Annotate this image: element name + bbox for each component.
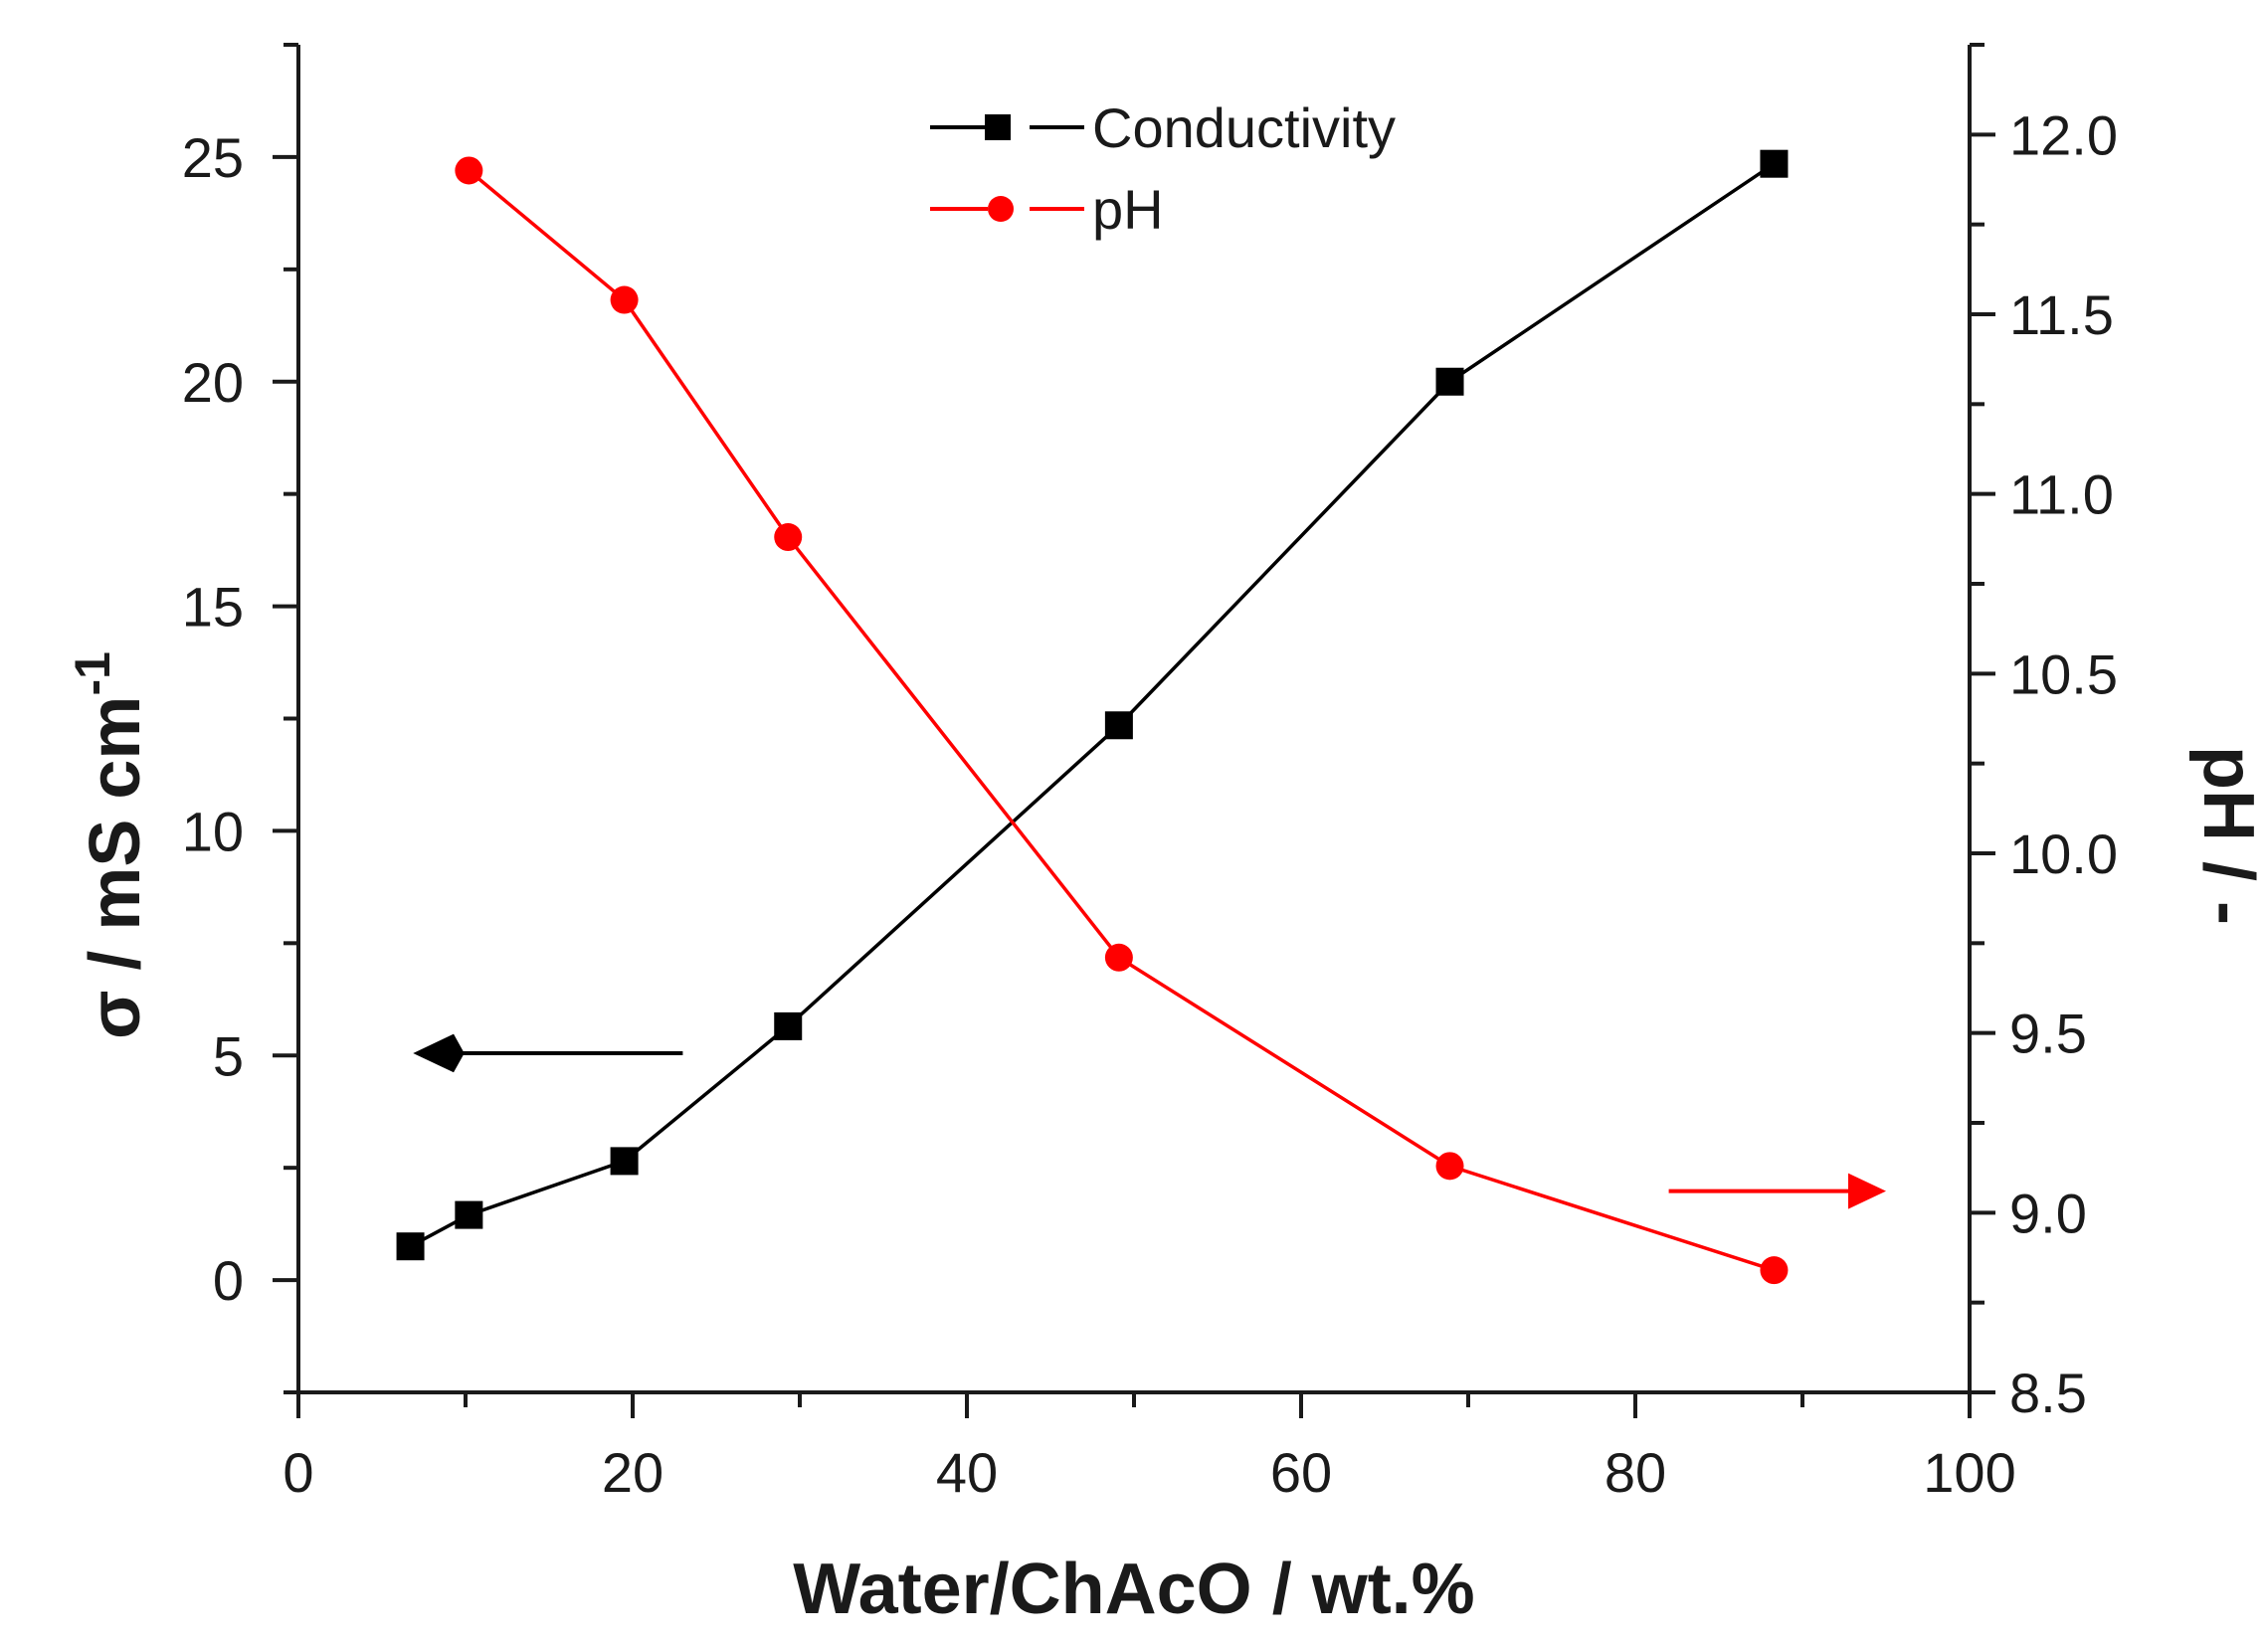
data-point-conductivity <box>455 1200 483 1229</box>
y-right-tick-label: 10.5 <box>2009 642 2118 705</box>
y-left-tick-label: 25 <box>182 126 244 189</box>
data-point-conductivity <box>1104 711 1133 740</box>
legend-label-conductivity: Conductivity <box>1092 96 1396 159</box>
y-axis-left-title-superscript: -1 <box>65 651 120 695</box>
legend-label-ph: pH <box>1092 178 1164 241</box>
data-point-conductivity <box>774 1011 803 1040</box>
data-point-ph <box>1760 1256 1789 1285</box>
arrow-left-head <box>413 1033 465 1073</box>
y-left-tick-label: 5 <box>213 1024 244 1087</box>
axes: 0 20 40 60 80 100 0 5 10 15 20 25 8.5 9.0 9.5 10.0 10.5 1… <box>182 43 2118 1504</box>
y-axis-left-title: σ / mS cm-1 <box>65 651 155 1039</box>
arrow-right-head <box>1848 1173 1886 1209</box>
y-left-tick-label: 10 <box>182 800 244 862</box>
data-point-ph <box>455 156 483 185</box>
y-right-tick-label: 9.0 <box>2009 1182 2087 1244</box>
y-right-tick-label: 9.5 <box>2009 1003 2087 1065</box>
data-point-conductivity <box>1760 149 1789 178</box>
legend-marker-ph <box>988 196 1014 222</box>
series-group <box>396 149 1789 1285</box>
y-left-tick-label: 20 <box>182 351 244 414</box>
y-right-tick-label: 11.0 <box>2009 463 2114 526</box>
legend-marker-conductivity <box>985 114 1011 140</box>
x-tick-label: 80 <box>1605 1441 1666 1504</box>
annotations <box>413 1033 1886 1209</box>
y-left-tick-label: 15 <box>182 576 244 639</box>
data-point-conductivity <box>1435 367 1464 396</box>
x-tick-label: 20 <box>602 1441 663 1504</box>
data-point-conductivity <box>396 1232 425 1261</box>
series-line-ph <box>468 169 1775 1272</box>
x-tick-label: 100 <box>1923 1441 2015 1504</box>
x-tick-label: 60 <box>1270 1441 1332 1504</box>
data-point-ph <box>774 523 803 552</box>
y-axis-right-title: pH / - <box>2188 746 2268 925</box>
legend: Conductivity pH <box>930 96 1396 241</box>
x-tick-label: 40 <box>936 1441 998 1504</box>
x-axis-title: Water/ChAcO / wt.% <box>793 1550 1474 1629</box>
y-right-tick-label: 11.5 <box>2009 283 2114 346</box>
axis-titles: Water/ChAcO / wt.% σ / mS cm-1 pH / - <box>65 651 2268 1629</box>
series-line-conductivity <box>409 162 1776 1248</box>
y-right-tick-label: 10.0 <box>2009 823 2118 885</box>
y-right-tick-label: 12.0 <box>2009 103 2118 166</box>
y-right-tick-label: 8.5 <box>2009 1362 2087 1424</box>
data-point-ph <box>1104 943 1133 972</box>
data-point-conductivity <box>610 1147 639 1176</box>
data-point-ph <box>610 285 639 314</box>
y-left-tick-label: 0 <box>213 1249 244 1312</box>
data-point-ph <box>1435 1152 1464 1181</box>
y-axis-left-title-main: σ / mS cm <box>76 696 155 1039</box>
x-tick-label: 0 <box>283 1441 313 1504</box>
